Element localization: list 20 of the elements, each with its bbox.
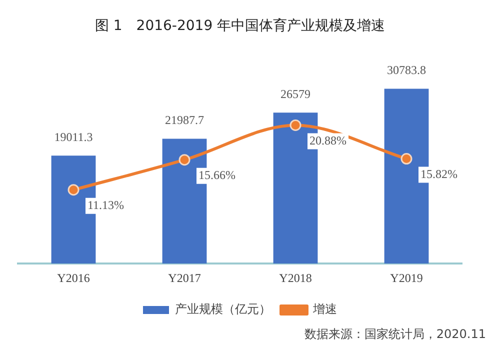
- x-tick-label: Y2018: [279, 270, 312, 285]
- legend-label: 产业规模（亿元）: [175, 302, 271, 316]
- data-label: 21987.7: [165, 112, 204, 127]
- point: [68, 184, 80, 196]
- point: [400, 153, 412, 165]
- point: [290, 119, 302, 131]
- data-label: 15.66%: [198, 168, 236, 182]
- point: [178, 154, 190, 166]
- data-label: 26579: [280, 86, 310, 101]
- data-label: 15.82%: [420, 166, 458, 181]
- chart-title: 图 1 2016-2019 年中国体育产业规模及增速: [94, 17, 386, 34]
- data-label: 19011.3: [54, 130, 93, 144]
- source-note: 数据来源：国家统计局，2020.11: [303, 326, 487, 343]
- data-label: 20.88%: [310, 133, 346, 148]
- x-tick-label: Y2019: [390, 270, 423, 285]
- legend-label: 增速: [312, 302, 337, 316]
- x-tick-label: Y2017: [168, 270, 201, 285]
- x-tick-label: Y2016: [57, 270, 90, 285]
- data-label: 11.13%: [88, 198, 124, 212]
- data-label: 30783.8: [387, 62, 426, 77]
